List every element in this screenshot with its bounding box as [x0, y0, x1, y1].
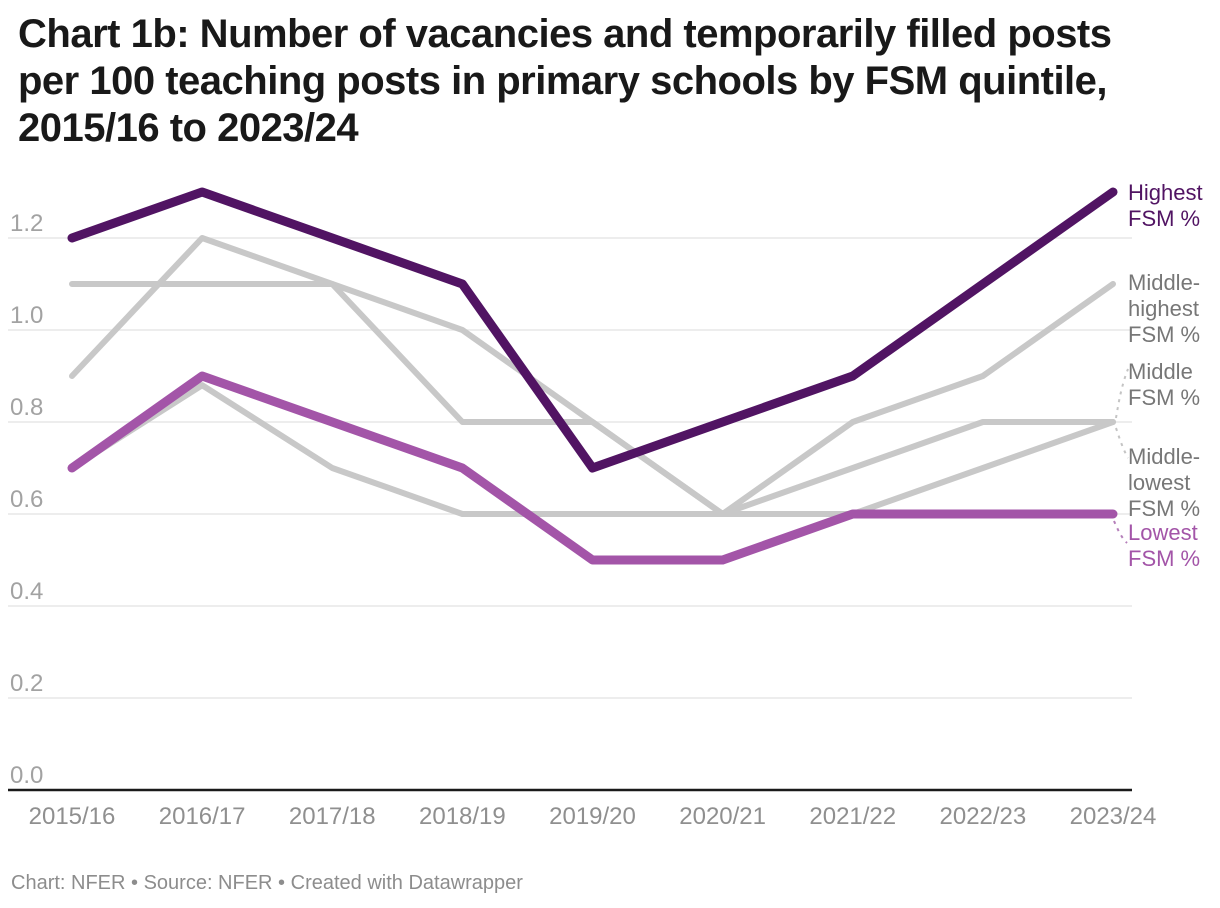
series-label-middle-highest-fsm-: Middle- highest FSM %: [1128, 270, 1201, 347]
series-label-middle-lowest-fsm-: Middle- lowest FSM %: [1128, 444, 1201, 521]
series-line-middle-lowest-fsm-: [69, 382, 1116, 517]
x-tick-label: 2021/22: [809, 803, 897, 830]
x-tick-label: 2022/23: [939, 803, 1027, 830]
y-tick-label: 1.2: [10, 210, 44, 237]
x-tick-label: 2019/20: [549, 803, 636, 830]
leader-line: [1115, 427, 1129, 459]
series-label-lowest-fsm-: Lowest FSM %: [1128, 520, 1201, 571]
series-line-highest-fsm-: [67, 187, 1118, 473]
x-tick-label: 2023/24: [1069, 803, 1157, 830]
x-tick-label: 2017/18: [288, 803, 376, 830]
leader-line: [1115, 368, 1129, 419]
y-tick-label: 0.6: [10, 486, 44, 513]
series-label-middle-fsm-: Middle FSM %: [1128, 359, 1201, 410]
x-tick-label: 2016/17: [158, 803, 246, 830]
y-tick-label: 0.8: [10, 394, 44, 421]
chart-footer: Chart: NFER • Source: NFER • Created wit…: [11, 872, 523, 894]
series-label-highest-fsm-: Highest FSM %: [1128, 180, 1203, 231]
series-line-middle-highest-fsm-: [69, 235, 1116, 517]
y-tick-label: 0.0: [10, 762, 44, 789]
x-tick-label: 2015/16: [28, 803, 116, 830]
label-leader-lines: [1113, 368, 1129, 544]
series-lines: [67, 187, 1118, 565]
x-tick-label: 2020/21: [679, 803, 767, 830]
leader-line: [1113, 520, 1128, 544]
gridlines: [8, 237, 1132, 699]
x-tick-label: 2018/19: [418, 803, 506, 830]
y-tick-label: 0.4: [10, 578, 44, 605]
series-line-lowest-fsm-: [67, 371, 1118, 565]
y-tick-label: 1.0: [10, 302, 44, 329]
chart-title: Chart 1b: Number of vacancies and tempor…: [18, 12, 1112, 150]
y-tick-label: 0.2: [10, 670, 44, 697]
